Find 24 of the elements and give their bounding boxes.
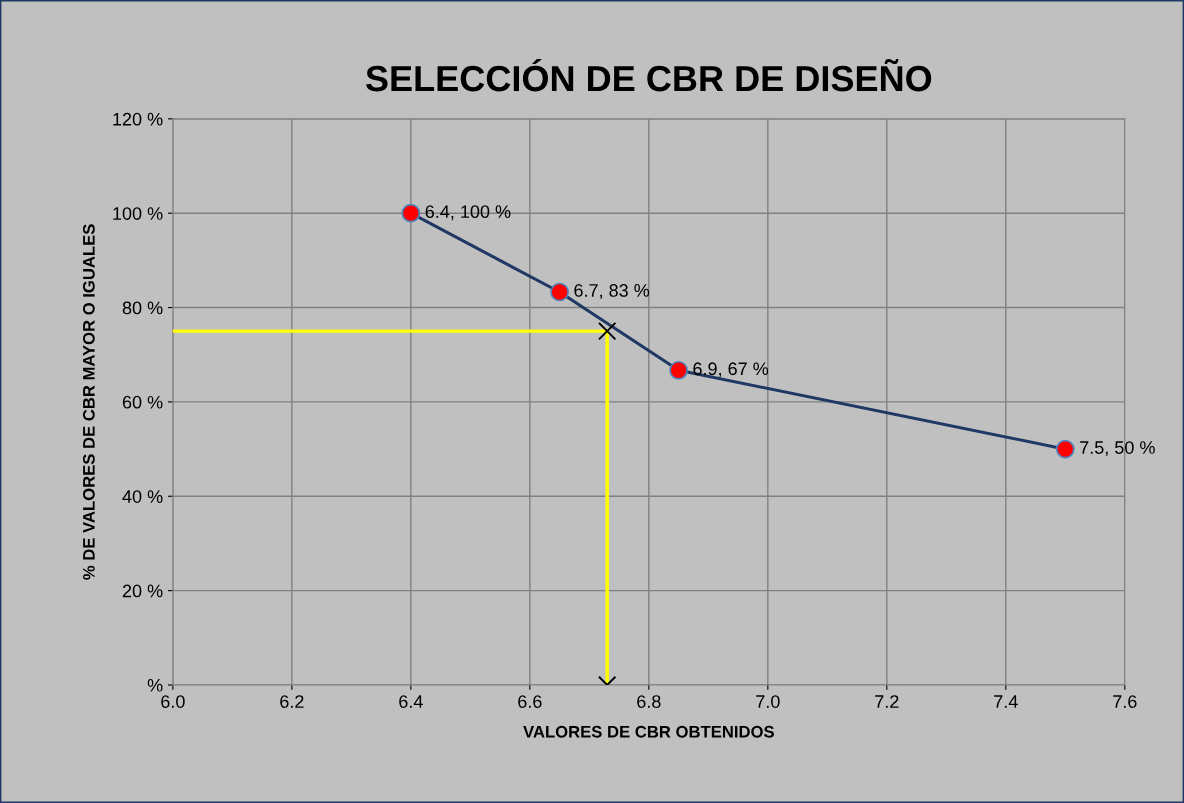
y-tick-label: 120 % (113, 112, 163, 126)
y-tick-label: 20 % (122, 584, 163, 598)
y-tick-label: 60 % (122, 395, 163, 409)
x-tick-label: 7.4 (994, 695, 1018, 708)
y-axis-title: % DE VALORES DE CBR MAYOR O IGUALES (82, 224, 95, 580)
x-tick-label: 7.6 (1113, 695, 1137, 708)
x-axis-title: VALORES DE CBR OBTENIDOS (523, 725, 774, 738)
data-label: 6.9, 67 % (693, 362, 769, 378)
chart-title: SELECCIÓN DE CBR DE DISEÑO (365, 58, 932, 92)
x-tick-label: 6.8 (637, 695, 661, 708)
y-tick-label: 40 % (122, 490, 163, 503)
x-tick-label: 7.0 (756, 695, 780, 708)
data-label: 6.4, 100 % (425, 205, 511, 221)
x-tick-label: 6.2 (280, 695, 304, 708)
data-label: 6.7, 83 % (574, 284, 650, 299)
y-tick-label: 100 % (113, 207, 163, 220)
data-label: 7.5, 50 % (1080, 441, 1155, 457)
x-tick-label: 6.6 (518, 695, 542, 708)
point (598, 321, 617, 341)
y-tick-label: % (147, 678, 163, 692)
x-tick-label: 7.2 (875, 695, 899, 708)
x-tick-label: 6.4 (399, 695, 423, 708)
y-tick-label: 80 % (122, 301, 163, 315)
x-tick-label: 6.0 (161, 695, 185, 708)
